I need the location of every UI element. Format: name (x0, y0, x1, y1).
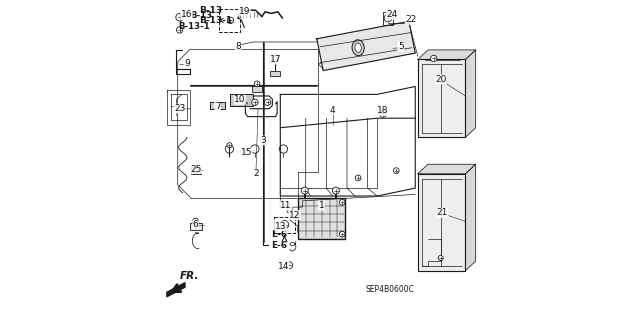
Polygon shape (465, 50, 476, 137)
Polygon shape (418, 50, 476, 59)
Text: 16: 16 (181, 11, 193, 19)
FancyBboxPatch shape (270, 70, 280, 76)
Text: 2: 2 (253, 169, 259, 178)
FancyBboxPatch shape (230, 94, 253, 106)
Circle shape (176, 13, 184, 21)
Text: 10: 10 (234, 95, 246, 104)
Circle shape (272, 56, 278, 63)
FancyBboxPatch shape (252, 86, 262, 92)
FancyBboxPatch shape (211, 102, 225, 109)
Text: 6: 6 (193, 220, 198, 229)
Text: 17: 17 (270, 55, 282, 64)
Text: 19: 19 (239, 7, 250, 16)
Polygon shape (465, 164, 476, 271)
Text: 5: 5 (398, 42, 404, 51)
Text: 14: 14 (278, 262, 289, 271)
Text: FR.: FR. (180, 271, 200, 281)
Polygon shape (317, 21, 415, 70)
Text: 13: 13 (275, 222, 286, 231)
Text: 21: 21 (436, 208, 448, 217)
Polygon shape (167, 283, 185, 297)
Circle shape (339, 199, 345, 205)
Text: 8: 8 (236, 41, 241, 51)
Circle shape (384, 14, 392, 22)
Circle shape (227, 17, 234, 24)
Text: 25: 25 (191, 165, 202, 174)
Circle shape (285, 262, 292, 269)
Text: 20: 20 (435, 75, 446, 84)
Circle shape (264, 99, 271, 106)
Circle shape (379, 110, 387, 117)
Circle shape (438, 256, 444, 261)
Text: 12: 12 (289, 211, 300, 219)
Bar (298, 197, 346, 239)
Circle shape (193, 218, 198, 225)
Circle shape (287, 207, 292, 213)
Circle shape (177, 27, 183, 33)
FancyBboxPatch shape (191, 167, 201, 174)
Circle shape (355, 175, 361, 181)
Text: 1: 1 (319, 201, 324, 210)
Text: 11: 11 (280, 201, 292, 210)
Circle shape (254, 81, 260, 87)
Polygon shape (418, 59, 465, 137)
Ellipse shape (355, 43, 362, 52)
Polygon shape (418, 164, 476, 174)
Circle shape (294, 214, 300, 219)
Circle shape (339, 231, 345, 237)
Polygon shape (418, 174, 465, 271)
Circle shape (252, 99, 258, 106)
Circle shape (301, 187, 308, 194)
Text: 15: 15 (241, 148, 252, 157)
Ellipse shape (352, 40, 364, 56)
Circle shape (431, 55, 437, 62)
Circle shape (280, 220, 289, 229)
Text: B-13
B-13-1: B-13 B-13-1 (200, 6, 233, 25)
Text: E-6: E-6 (271, 241, 288, 250)
Text: SEP4B0600C: SEP4B0600C (365, 285, 414, 294)
FancyBboxPatch shape (190, 223, 202, 230)
Text: B-13-1: B-13-1 (179, 22, 211, 31)
Text: 7: 7 (215, 102, 221, 111)
Text: E-6: E-6 (271, 230, 288, 239)
Text: B-13: B-13 (190, 11, 212, 20)
Circle shape (332, 187, 339, 194)
Text: 24: 24 (386, 11, 397, 19)
Circle shape (394, 168, 399, 174)
Text: 3: 3 (260, 136, 266, 145)
Text: 18: 18 (377, 107, 388, 115)
Circle shape (193, 168, 199, 174)
Circle shape (227, 143, 232, 148)
Text: 9: 9 (184, 59, 190, 68)
Text: 4: 4 (330, 106, 335, 115)
Text: 23: 23 (174, 104, 186, 113)
Text: 22: 22 (405, 15, 417, 24)
